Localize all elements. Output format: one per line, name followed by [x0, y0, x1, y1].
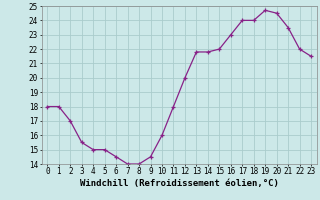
X-axis label: Windchill (Refroidissement éolien,°C): Windchill (Refroidissement éolien,°C) [80, 179, 279, 188]
